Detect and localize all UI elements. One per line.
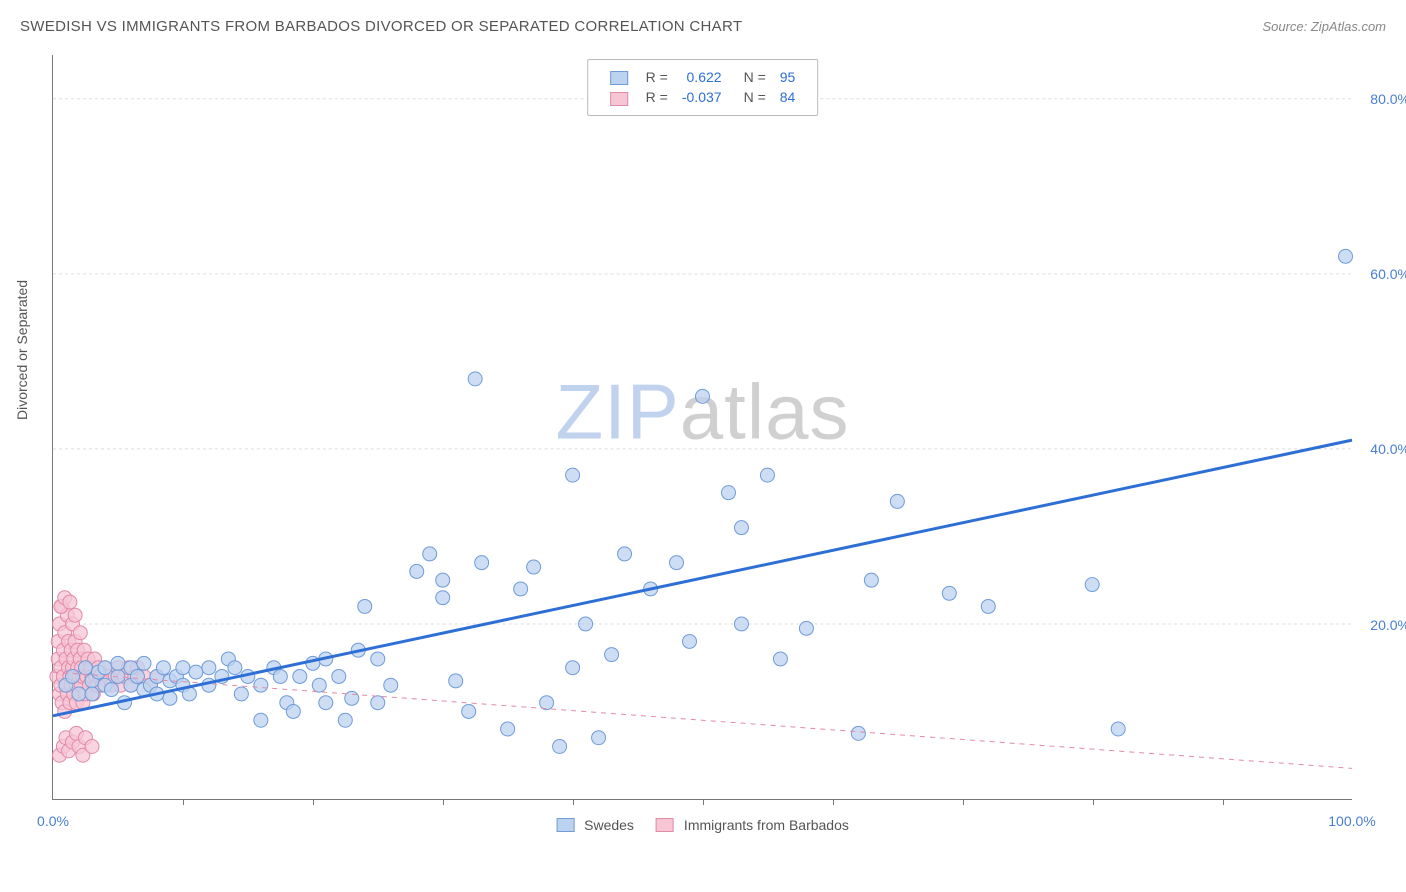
legend-label-swedes: Swedes [584,817,634,833]
legend-label-barbados: Immigrants from Barbados [684,817,849,833]
n-value: 84 [774,88,802,106]
x-tick [1223,799,1224,805]
legend-swatch [610,92,628,106]
y-axis-label: Divorced or Separated [14,280,30,420]
correlation-legend: R =0.622N =95R =-0.037N =84 [587,59,819,116]
chart-title: SWEDISH VS IMMIGRANTS FROM BARBADOS DIVO… [20,18,742,35]
chart-svg [53,55,1352,799]
r-value: -0.037 [676,88,728,106]
x-tick [443,799,444,805]
x-tick [963,799,964,805]
correlation-row: R =0.622N =95 [604,68,802,86]
x-tick [183,799,184,805]
n-label: N = [730,88,772,106]
x-max-label: 100.0% [1328,813,1375,829]
x-tick [313,799,314,805]
y-tick-label: 40.0% [1370,441,1406,457]
x-tick [573,799,574,805]
y-tick-label: 20.0% [1370,617,1406,633]
x-tick [703,799,704,805]
plot-area: ZIPatlas R =0.622N =95R =-0.037N =84 20.… [52,55,1352,800]
legend-swatch [610,71,628,85]
x-tick [1093,799,1094,805]
r-label: R = [640,88,674,106]
correlation-row: R =-0.037N =84 [604,88,802,106]
r-value: 0.622 [676,68,728,86]
r-label: R = [640,68,674,86]
x-tick [833,799,834,805]
y-tick-label: 80.0% [1370,91,1406,107]
y-tick-label: 60.0% [1370,266,1406,282]
series-legend: Swedes Immigrants from Barbados [556,817,849,833]
swatch-swedes [556,818,574,832]
n-label: N = [730,68,772,86]
legend-item-barbados: Immigrants from Barbados [656,817,849,833]
swatch-barbados [656,818,674,832]
source-attribution: Source: ZipAtlas.com [1262,19,1386,34]
n-value: 95 [774,68,802,86]
legend-item-swedes: Swedes [556,817,634,833]
x-min-label: 0.0% [37,813,69,829]
